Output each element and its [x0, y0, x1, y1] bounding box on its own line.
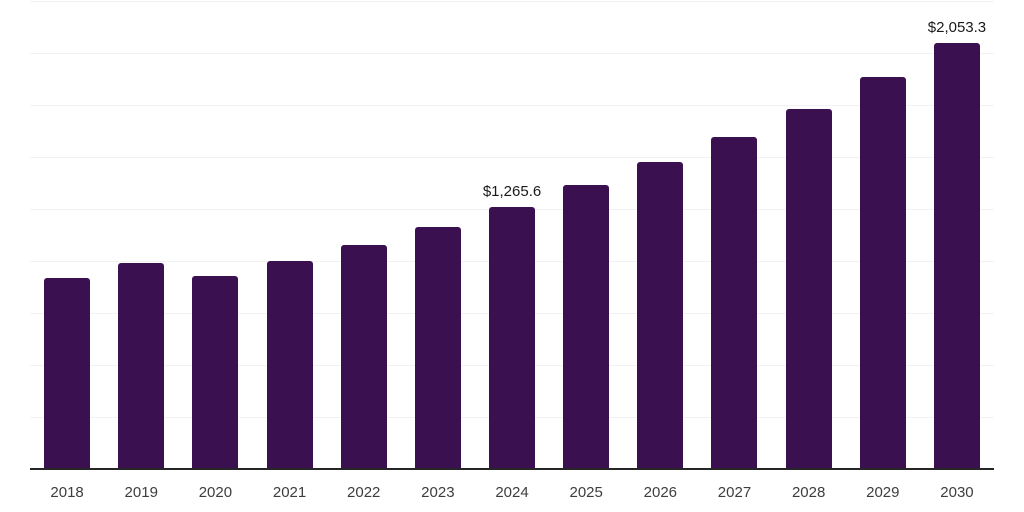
bar-2018 [44, 277, 91, 470]
x-tick-2027: 2027 [717, 484, 752, 501]
bar-2022 [340, 244, 387, 470]
x-tick-2026: 2026 [643, 484, 678, 501]
x-tick-2030: 2030 [940, 484, 974, 501]
bar-slot-2026 [623, 2, 697, 470]
x-tick-2024: 2024 [495, 484, 529, 501]
x-tick-2028: 2028 [791, 484, 826, 501]
bar-value-label-2024: $1,265.6 [482, 182, 542, 200]
bar-2028 [785, 108, 832, 470]
x-axis-labels: 2018 2019 2020 2021 2022 2023 2024 2025 2026 2027… [30, 484, 994, 501]
bar-slot-2024: $1,265.6 [475, 2, 549, 470]
bar-slot-2021 [252, 2, 326, 470]
x-tick-2018: 2018 [50, 484, 84, 501]
x-tick-2021: 2021 [272, 484, 307, 501]
bar-2021 [266, 260, 313, 470]
x-axis-line [30, 468, 994, 470]
bar-2023 [414, 227, 461, 470]
bar-2019 [118, 263, 165, 470]
bar-2026 [637, 161, 684, 470]
x-tick-2029: 2029 [866, 484, 900, 501]
x-tick-2019: 2019 [124, 484, 158, 501]
x-tick-2025: 2025 [569, 484, 603, 501]
bar-slot-2019 [104, 2, 178, 470]
bar-slot-2022 [327, 2, 401, 470]
x-tick-2023: 2023 [421, 484, 455, 501]
bar-slot-2023 [401, 2, 475, 470]
bar-2029 [859, 76, 906, 470]
bar-slot-2028 [772, 2, 846, 470]
bar-2030 [933, 42, 980, 470]
bar-2025 [563, 184, 610, 470]
bar-slot-2027 [697, 2, 771, 470]
bar-2027 [711, 136, 758, 470]
x-tick-2022: 2022 [347, 484, 381, 501]
bar-slot-2018 [30, 2, 104, 470]
bar-slot-2030: $2,053.3 [920, 2, 994, 470]
x-tick-2020: 2020 [198, 484, 233, 501]
gridline-2000 [30, 53, 994, 54]
bar-slot-2025 [549, 2, 623, 470]
gridline-1750 [30, 105, 994, 106]
bar-value-label-2030: $2,053.3 [927, 18, 987, 36]
bar-2024 [489, 206, 536, 470]
bar-2020 [192, 275, 239, 470]
bar-slot-2029 [846, 2, 920, 470]
gridline-1500 [30, 157, 994, 158]
gridline-2250 [30, 1, 994, 2]
bar-slot-2020 [178, 2, 252, 470]
plot-area: $1,265.6 $2,053.3 [30, 1, 994, 470]
bars-row: $1,265.6 $2,053.3 [30, 2, 994, 470]
